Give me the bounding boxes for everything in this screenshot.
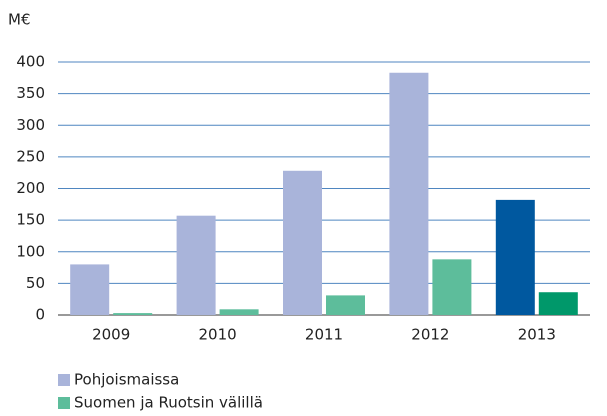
legend-swatch [58,374,70,386]
bar [326,295,365,315]
bar [432,259,472,315]
y-tick-label: 0 [35,306,45,324]
x-tick-label: 2009 [92,326,130,344]
y-tick-label: 400 [16,53,45,71]
y-tick-label: 100 [16,242,45,260]
x-tick-label: 2011 [305,326,343,344]
bar [219,309,259,315]
legend-label: Pohjoismaissa [74,371,179,389]
x-tick-label: 2010 [199,326,237,344]
x-tick-label: 2013 [518,326,556,344]
legend-swatch [58,397,70,409]
legend-label: Suomen ja Ruotsin välillä [74,394,263,412]
y-axis-label: M€ [8,11,31,29]
bar [283,170,322,315]
y-tick-label: 350 [16,84,45,102]
bar [70,264,110,315]
y-tick-label: 150 [16,211,45,229]
y-tick-label: 50 [26,274,45,292]
bar [176,215,216,315]
bar [495,199,535,315]
bar [113,313,153,315]
bar [389,72,429,315]
x-tick-label: 2012 [411,326,449,344]
bar [538,292,578,315]
y-tick-label: 300 [16,116,45,134]
y-tick-label: 200 [16,179,45,197]
y-tick-label: 250 [16,147,45,165]
